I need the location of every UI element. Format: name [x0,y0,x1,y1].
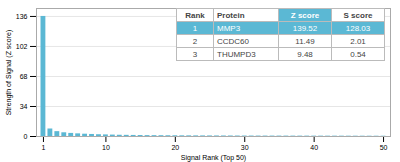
html-text:MMP3: MMP3 [217,23,241,33]
html-text:11.49: 11.49 [295,36,315,46]
html-text:0.54: 0.54 [350,49,366,59]
svg-text:10: 10 [102,144,110,151]
svg-text:0: 0 [24,133,28,140]
html-text:1: 1 [192,23,198,33]
html-text:2.01: 2.01 [350,36,366,46]
html-text:S score: S score [343,10,373,20]
html-text:CCDC60: CCDC60 [217,36,249,46]
html-text:9.48: 9.48 [297,49,313,59]
svg-text:30: 30 [241,144,249,151]
html-text:THUMPD3: THUMPD3 [217,49,256,59]
html-text:Rank: Rank [185,10,205,20]
svg-text:Signal Rank (Top 50): Signal Rank (Top 50) [181,154,246,162]
svg-text:136: 136 [16,13,28,20]
html-text:Protein: Protein [217,10,245,20]
svg-text:34: 34 [20,103,28,110]
html-text:128.03: 128.03 [345,23,371,33]
html-text:139.52: 139.52 [292,23,318,33]
html-text:2: 2 [192,36,198,46]
html-text:3: 3 [192,49,198,59]
svg-text:68: 68 [20,73,28,80]
html-text:Z score: Z score [290,10,320,20]
svg-text:50: 50 [380,144,388,151]
svg-text:20: 20 [171,144,179,151]
svg-text:102: 102 [16,43,28,50]
svg-text:1: 1 [41,144,45,151]
svg-text:40: 40 [310,144,318,151]
svg-text:Strength of Signal (Z score): Strength of Signal (Z score) [5,30,13,116]
